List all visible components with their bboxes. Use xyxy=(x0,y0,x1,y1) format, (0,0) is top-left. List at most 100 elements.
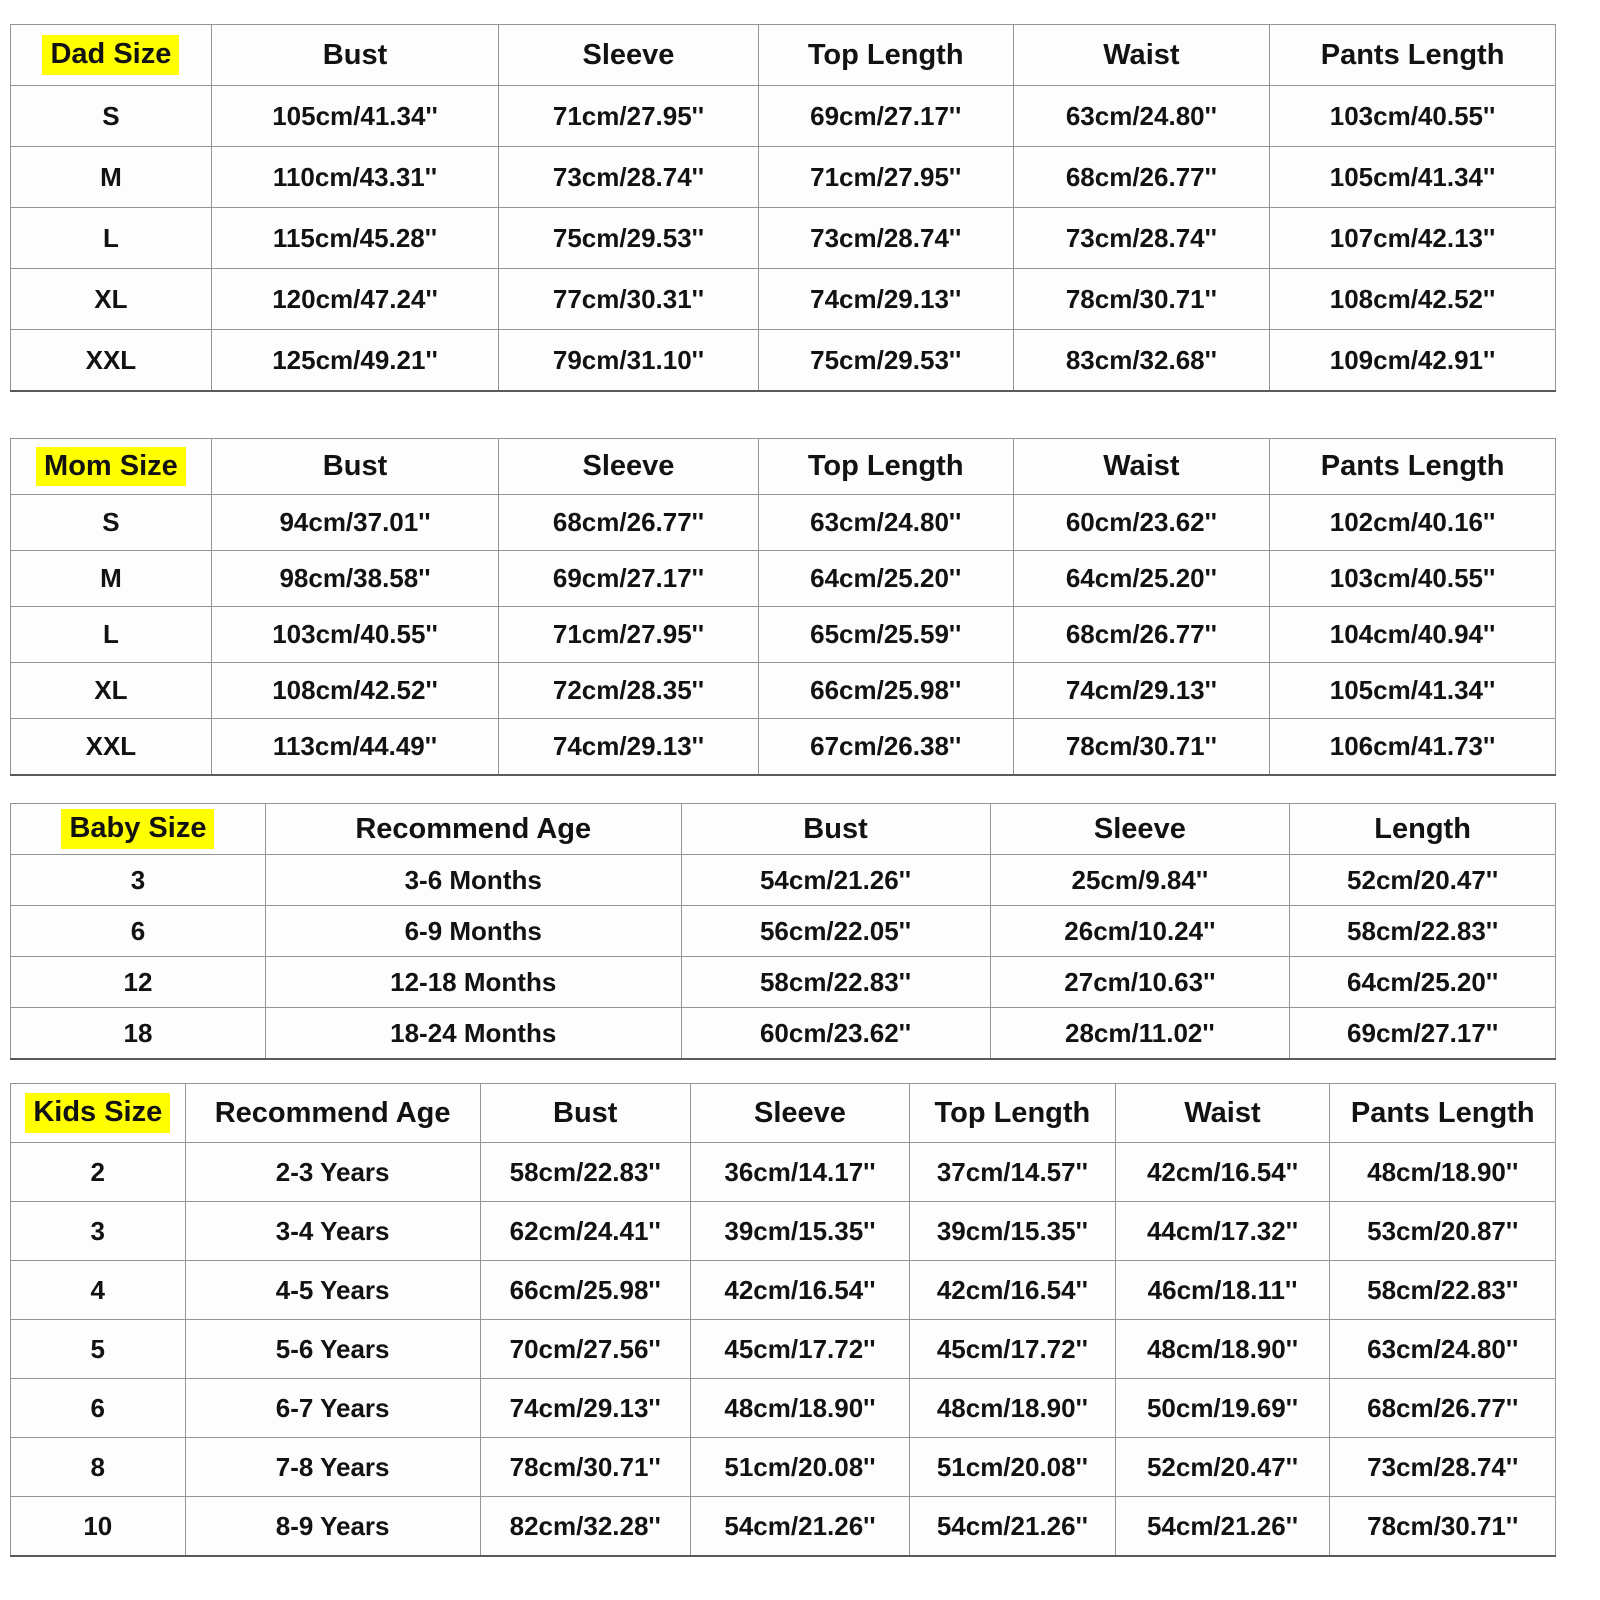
kids-size-header-row: Kids Size Recommend Age Bust Sleeve Top Leng… xyxy=(10,1083,1556,1143)
column-header-pants-length: Pants Length xyxy=(1269,24,1556,86)
value-cell: 105cm/41.34'' xyxy=(1269,662,1556,719)
table-row: S 105cm/41.34'' 71cm/27.95'' 69cm/27.17'' 63… xyxy=(10,85,1556,147)
column-header-pants-length: Pants Length xyxy=(1329,1083,1556,1143)
value-cell: 104cm/40.94'' xyxy=(1269,606,1556,663)
mom-size-table-body: S 94cm/37.01'' 68cm/26.77'' 63cm/24.80'' 60c… xyxy=(10,494,1556,776)
value-cell: 110cm/43.31'' xyxy=(210,146,500,208)
size-cell: 8 xyxy=(10,1437,186,1497)
value-cell: 63cm/24.80'' xyxy=(757,494,1014,551)
value-cell: 53cm/20.87'' xyxy=(1329,1201,1556,1261)
value-cell: 108cm/42.52'' xyxy=(1269,268,1556,330)
value-cell: 7-8 Years xyxy=(184,1437,481,1497)
value-cell: 6-9 Months xyxy=(264,905,682,957)
size-cell: XXL xyxy=(10,718,212,776)
value-cell: 60cm/23.62'' xyxy=(1012,494,1271,551)
table-row: M 110cm/43.31'' 73cm/28.74'' 71cm/27.95'' 68… xyxy=(10,146,1556,208)
size-cell: 2 xyxy=(10,1142,186,1202)
value-cell: 42cm/16.54'' xyxy=(909,1260,1116,1320)
value-cell: 73cm/28.74'' xyxy=(1012,207,1271,269)
value-cell: 68cm/26.77'' xyxy=(1012,146,1271,208)
value-cell: 36cm/14.17'' xyxy=(689,1142,911,1202)
value-cell: 39cm/15.35'' xyxy=(909,1201,1116,1261)
value-cell: 25cm/9.84'' xyxy=(989,854,1291,906)
column-header-waist: Waist xyxy=(1012,24,1271,86)
value-cell: 70cm/27.56'' xyxy=(479,1319,691,1379)
baby-size-title-highlight: Baby Size xyxy=(61,809,215,849)
value-cell: 63cm/24.80'' xyxy=(1012,85,1271,147)
size-cell: XL xyxy=(10,662,212,719)
kids-size-table-body: 2 2-3 Years 58cm/22.83'' 36cm/14.17'' 37cm/1… xyxy=(10,1142,1556,1557)
column-header-pants-length: Pants Length xyxy=(1269,438,1556,495)
kids-size-table-header: Kids Size Recommend Age Bust Sleeve Top Leng… xyxy=(10,1083,1556,1143)
size-cell: L xyxy=(10,606,212,663)
value-cell: 78cm/30.71'' xyxy=(1329,1496,1556,1557)
value-cell: 120cm/47.24'' xyxy=(210,268,500,330)
value-cell: 75cm/29.53'' xyxy=(757,329,1014,392)
value-cell: 39cm/15.35'' xyxy=(689,1201,911,1261)
table-row: 8 7-8 Years 78cm/30.71'' 51cm/20.08'' 51cm/2… xyxy=(10,1437,1556,1497)
value-cell: 44cm/17.32'' xyxy=(1114,1201,1331,1261)
value-cell: 54cm/21.26'' xyxy=(1114,1496,1331,1557)
size-cell: 6 xyxy=(10,905,266,957)
value-cell: 83cm/32.68'' xyxy=(1012,329,1271,392)
table-row: 3 3-6 Months 54cm/21.26'' 25cm/9.84'' 52cm/2… xyxy=(10,854,1556,906)
table-row: XXL 125cm/49.21'' 79cm/31.10'' 75cm/29.53''… xyxy=(10,329,1556,392)
value-cell: 48cm/18.90'' xyxy=(1114,1319,1331,1379)
value-cell: 63cm/24.80'' xyxy=(1329,1319,1556,1379)
column-header-sleeve: Sleeve xyxy=(689,1083,911,1143)
value-cell: 64cm/25.20'' xyxy=(1012,550,1271,607)
table-row: 4 4-5 Years 66cm/25.98'' 42cm/16.54'' 42cm/1… xyxy=(10,1260,1556,1320)
size-cell: XL xyxy=(10,268,212,330)
column-header-sleeve: Sleeve xyxy=(498,24,759,86)
table-row: 3 3-4 Years 62cm/24.41'' 39cm/15.35'' 39cm/1… xyxy=(10,1201,1556,1261)
value-cell: 73cm/28.74'' xyxy=(498,146,759,208)
dad-size-title-cell: Dad Size xyxy=(10,24,212,86)
value-cell: 26cm/10.24'' xyxy=(989,905,1291,957)
value-cell: 67cm/26.38'' xyxy=(757,718,1014,776)
table-row: 5 5-6 Years 70cm/27.56'' 45cm/17.72'' 45cm/1… xyxy=(10,1319,1556,1379)
size-cell: M xyxy=(10,146,212,208)
column-header-top-length: Top Length xyxy=(909,1083,1116,1143)
value-cell: 74cm/29.13'' xyxy=(479,1378,691,1438)
column-header-sleeve: Sleeve xyxy=(498,438,759,495)
kids-size-title-highlight: Kids Size xyxy=(25,1093,171,1133)
baby-size-table-header: Baby Size Recommend Age Bust Sleeve Length xyxy=(10,803,1556,855)
value-cell: 71cm/27.95'' xyxy=(498,606,759,663)
value-cell: 2-3 Years xyxy=(184,1142,481,1202)
column-header-length: Length xyxy=(1289,803,1556,855)
baby-size-header-row: Baby Size Recommend Age Bust Sleeve Length xyxy=(10,803,1556,855)
size-cell: L xyxy=(10,207,212,269)
table-row: 18 18-24 Months 60cm/23.62'' 28cm/11.02'' 69… xyxy=(10,1007,1556,1060)
table-row: M 98cm/38.58'' 69cm/27.17'' 64cm/25.20'' 64c… xyxy=(10,550,1556,607)
value-cell: 18-24 Months xyxy=(264,1007,682,1060)
value-cell: 48cm/18.90'' xyxy=(1329,1142,1556,1202)
value-cell: 103cm/40.55'' xyxy=(1269,85,1556,147)
value-cell: 48cm/18.90'' xyxy=(689,1378,911,1438)
value-cell: 74cm/29.13'' xyxy=(1012,662,1271,719)
value-cell: 68cm/26.77'' xyxy=(1329,1378,1556,1438)
table-row: XL 120cm/47.24'' 77cm/30.31'' 74cm/29.13'' 7… xyxy=(10,268,1556,330)
value-cell: 51cm/20.08'' xyxy=(689,1437,911,1497)
value-cell: 6-7 Years xyxy=(184,1378,481,1438)
value-cell: 45cm/17.72'' xyxy=(689,1319,911,1379)
value-cell: 98cm/38.58'' xyxy=(210,550,500,607)
value-cell: 54cm/21.26'' xyxy=(909,1496,1116,1557)
mom-size-table-header: Mom Size Bust Sleeve Top Length Waist Pants L… xyxy=(10,438,1556,495)
column-header-waist: Waist xyxy=(1114,1083,1331,1143)
size-cell: XXL xyxy=(10,329,212,392)
value-cell: 73cm/28.74'' xyxy=(1329,1437,1556,1497)
value-cell: 46cm/18.11'' xyxy=(1114,1260,1331,1320)
value-cell: 48cm/18.90'' xyxy=(909,1378,1116,1438)
size-cell: S xyxy=(10,85,212,147)
size-cell: 4 xyxy=(10,1260,186,1320)
table-row: 6 6-7 Years 74cm/29.13'' 48cm/18.90'' 48cm/1… xyxy=(10,1378,1556,1438)
value-cell: 125cm/49.21'' xyxy=(210,329,500,392)
column-header-top-length: Top Length xyxy=(757,438,1014,495)
value-cell: 56cm/22.05'' xyxy=(680,905,991,957)
mom-size-table: Mom Size Bust Sleeve Top Length Waist Pants L… xyxy=(10,438,1556,776)
value-cell: 71cm/27.95'' xyxy=(498,85,759,147)
value-cell: 103cm/40.55'' xyxy=(1269,550,1556,607)
value-cell: 28cm/11.02'' xyxy=(989,1007,1291,1060)
value-cell: 42cm/16.54'' xyxy=(1114,1142,1331,1202)
value-cell: 105cm/41.34'' xyxy=(210,85,500,147)
